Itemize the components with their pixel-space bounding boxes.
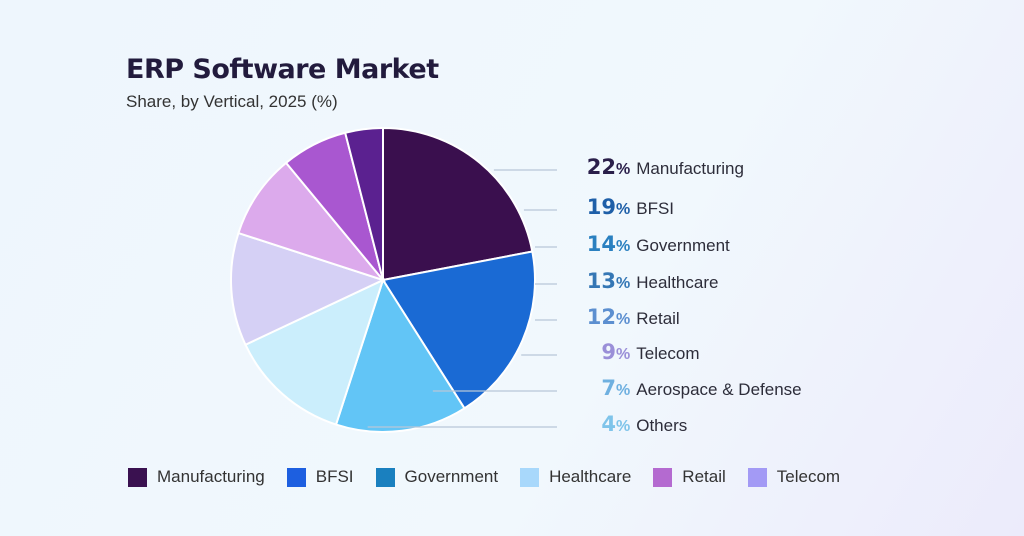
data-label: 12% Retail xyxy=(560,305,680,331)
chart-subtitle: Share, by Vertical, 2025 (%) xyxy=(126,92,338,111)
legend-label: Manufacturing xyxy=(157,467,265,486)
data-label-unit: % xyxy=(616,161,631,178)
legend-swatch xyxy=(286,467,306,487)
data-label-name: Healthcare xyxy=(636,273,719,292)
data-label: 9% Telecom xyxy=(560,340,700,366)
data-label-value: 13 xyxy=(586,269,616,293)
legend-item: Telecom xyxy=(747,467,841,487)
pie-slice-bfsi xyxy=(381,250,536,410)
data-label-unit: % xyxy=(616,382,631,399)
data-label: 13% Healthcare xyxy=(560,269,719,295)
data-label-name: Manufacturing xyxy=(636,159,744,178)
chart-title: ERP Software Market xyxy=(126,54,439,85)
legend-item: Manufacturing xyxy=(128,467,265,487)
data-label-value: 12 xyxy=(586,305,616,329)
data-label: 22% Manufacturing xyxy=(560,155,744,181)
legend-item: BFSI xyxy=(286,467,354,487)
data-label-unit: % xyxy=(616,418,631,435)
data-label-name: Others xyxy=(636,416,688,435)
legend-item: Retail xyxy=(653,467,726,487)
legend-swatch xyxy=(128,467,147,487)
data-label-unit: % xyxy=(616,238,631,255)
data-label-value: 7 xyxy=(601,376,616,400)
data-label-unit: % xyxy=(616,311,631,328)
legend-swatch xyxy=(747,467,767,487)
data-label-name: Government xyxy=(636,236,730,255)
legend-label: Government xyxy=(404,467,499,486)
data-label-unit: % xyxy=(616,275,631,292)
pie-slice-government xyxy=(334,277,466,433)
legend-item: Government xyxy=(375,467,499,487)
legend-swatch xyxy=(653,467,673,487)
data-label-unit: % xyxy=(616,346,631,363)
data-label-name: Aerospace & Defense xyxy=(636,380,802,399)
data-label-name: BFSI xyxy=(636,199,675,218)
pie-slice-retail xyxy=(230,231,386,347)
data-label: 4% Others xyxy=(560,412,687,438)
pie-slice-others xyxy=(343,126,384,281)
legend-swatch xyxy=(520,467,540,487)
legend-label: Healthcare xyxy=(549,467,632,486)
data-label-name: Telecom xyxy=(636,344,700,363)
legend-label: Retail xyxy=(682,467,726,486)
data-label-value: 22 xyxy=(586,155,616,179)
data-label-value: 4 xyxy=(601,412,616,436)
data-label: 7% Aerospace & Defense xyxy=(560,376,802,402)
data-label-value: 19 xyxy=(586,195,616,219)
legend-label: Telecom xyxy=(776,467,841,486)
legend-item: Healthcare xyxy=(520,467,631,487)
pie-slice-healthcare xyxy=(244,278,385,426)
data-label-value: 14 xyxy=(586,232,616,256)
data-label-name: Retail xyxy=(636,309,680,328)
pie-slice-manufacturing xyxy=(382,126,534,282)
legend-label: BFSI xyxy=(315,467,354,486)
legend-swatch xyxy=(375,467,395,487)
data-label-unit: % xyxy=(616,201,631,218)
data-label: 19% BFSI xyxy=(560,195,674,221)
legend: Manufacturing BFSI Government Healthcare Ret… xyxy=(128,467,862,487)
data-label: 14% Government xyxy=(560,232,730,258)
pie-slice-telecom xyxy=(237,161,386,283)
data-label-value: 9 xyxy=(601,340,616,364)
